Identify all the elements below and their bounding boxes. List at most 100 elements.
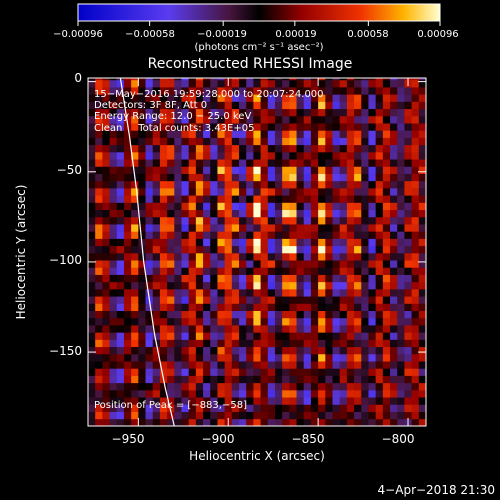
heatmap-cell (217, 209, 226, 218)
heatmap-cell (167, 173, 175, 182)
heatmap-cell (390, 332, 398, 340)
heatmap-cell (231, 339, 240, 348)
heatmap-cell (188, 418, 197, 426)
heatmap-cell (404, 339, 413, 348)
y-tick-label-2: −100 (49, 253, 82, 267)
heatmap-cell (289, 281, 297, 290)
heatmap-cell (354, 144, 362, 153)
heatmap-cell (174, 389, 182, 398)
heatmap-cell (167, 180, 175, 189)
heatmap-cell (188, 267, 197, 275)
heatmap-cell (195, 130, 204, 138)
heatmap-cell (260, 274, 269, 283)
heatmap-cell (404, 151, 413, 160)
heatmap-cell (332, 281, 341, 290)
heatmap-cell (95, 411, 103, 420)
heatmap-cell (346, 382, 355, 391)
heatmap-cell (138, 231, 146, 239)
annotation-energy: Energy Range: 12.0 − 25.0 keV (94, 111, 251, 122)
heatmap-cell (418, 303, 426, 311)
heatmap-cell (224, 382, 233, 391)
heatmap-cell (375, 339, 384, 348)
heatmap-cell (181, 346, 190, 355)
heatmap-cell (246, 180, 254, 189)
heatmap-cell (152, 332, 161, 340)
heatmap-cell (88, 252, 96, 261)
heatmap-cell (390, 187, 398, 196)
heatmap-cell (159, 238, 168, 247)
heatmap-cell (404, 389, 413, 398)
heatmap-cell (246, 195, 254, 203)
heatmap-cell (253, 202, 261, 211)
heatmap-cell (310, 159, 319, 167)
heatmap-cell (188, 368, 197, 376)
heatmap-cell (411, 231, 420, 239)
heatmap-cell (217, 332, 226, 340)
colorbar-tick-label-5: 0.00096 (417, 29, 458, 40)
heatmap-cell (390, 281, 398, 290)
heatmap-cell (310, 123, 319, 131)
heatmap-cell (88, 288, 96, 297)
heatmap-cell (325, 310, 333, 319)
heatmap-cell (88, 281, 96, 290)
heatmap-cell (339, 274, 348, 283)
heatmap-cell (361, 137, 369, 146)
heatmap-cell (267, 173, 276, 182)
heatmap-cell (339, 187, 348, 196)
heatmap-cell (109, 375, 118, 384)
heatmap-cell (260, 310, 269, 319)
heatmap-cell (109, 389, 118, 398)
heatmap-cell (361, 288, 369, 297)
heatmap-cell (145, 224, 154, 232)
heatmap-cell (210, 260, 218, 268)
heatmap-cell (267, 339, 276, 348)
heatmap-cell (123, 260, 132, 268)
heatmap-cell (354, 411, 362, 420)
heatmap-cell (346, 159, 355, 167)
heatmap-cell (325, 123, 333, 131)
heatmap-cell (210, 123, 218, 131)
heatmap-cell (159, 180, 168, 189)
heatmap-cell (397, 274, 405, 283)
heatmap-cell (231, 78, 240, 81)
heatmap-cell (397, 418, 405, 426)
heatmap-cell (318, 130, 326, 138)
heatmap-cell (310, 325, 319, 333)
heatmap-cell (188, 224, 197, 232)
heatmap-cell (224, 108, 233, 117)
heatmap-cell (325, 411, 333, 420)
heatmap-cell (152, 209, 161, 218)
heatmap-cell (239, 375, 247, 384)
heatmap-cell (354, 166, 362, 174)
heatmap-cell (88, 108, 96, 117)
heatmap-cell (411, 346, 420, 355)
heatmap-cell (382, 115, 391, 124)
heatmap-cell (361, 202, 369, 211)
heatmap-cell (274, 202, 283, 211)
heatmap-cell (397, 325, 405, 333)
heatmap-cell (167, 411, 175, 420)
heatmap-cell (145, 166, 154, 174)
heatmap-cell (253, 216, 261, 225)
heatmap-cell (95, 418, 103, 426)
heatmap-cell (109, 94, 118, 102)
heatmap-cell (289, 202, 297, 211)
heatmap-cell (418, 195, 426, 203)
heatmap-cell (109, 78, 118, 81)
heatmap-cell (354, 397, 362, 405)
heatmap-cell (88, 325, 96, 333)
heatmap-cell (145, 418, 154, 426)
heatmap-cell (303, 187, 312, 196)
heatmap-cell (123, 173, 132, 182)
heatmap-cell (217, 303, 226, 311)
heatmap-cell (404, 108, 413, 117)
heatmap-cell (382, 339, 391, 348)
heatmap-cell (253, 151, 261, 160)
heatmap-cell (260, 267, 269, 275)
heatmap-cell (274, 130, 283, 138)
heatmap-cell (332, 195, 341, 203)
heatmap-cell (397, 123, 405, 131)
heatmap-cell (246, 224, 254, 232)
heatmap-cell (375, 209, 384, 218)
heatmap-cell (217, 224, 226, 232)
